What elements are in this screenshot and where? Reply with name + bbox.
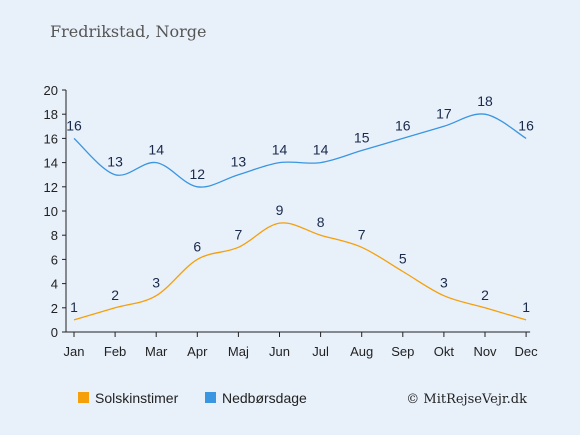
data-label-nedborsdage: 15 [354, 130, 370, 146]
x-tick-label: Feb [104, 344, 126, 359]
chart-title: Fredrikstad, Norge [50, 22, 207, 41]
data-label-solskinstimer: 5 [399, 251, 407, 267]
x-tick-label: Apr [187, 344, 208, 359]
data-label-solskinstimer: 6 [193, 238, 201, 254]
x-tick-label: Jun [269, 344, 290, 359]
x-tick-label: Jul [312, 344, 329, 359]
data-label-solskinstimer: 7 [358, 226, 366, 242]
data-label-nedborsdage: 13 [107, 154, 123, 170]
data-label-solskinstimer: 2 [111, 287, 119, 303]
y-tick-label: 6 [51, 252, 58, 267]
x-tick-label: Dec [515, 344, 539, 359]
credit-text: © MitRejseVejr.dk [406, 392, 527, 407]
y-tick-label: 4 [51, 277, 58, 292]
data-label-solskinstimer: 3 [440, 275, 448, 291]
x-tick-label: Aug [350, 344, 373, 359]
x-tick-label: Okt [434, 344, 455, 359]
data-label-nedborsdage: 18 [477, 93, 493, 109]
data-label-nedborsdage: 16 [66, 117, 82, 133]
x-tick-label: Mar [145, 344, 168, 359]
data-label-nedborsdage: 13 [231, 154, 247, 170]
data-label-solskinstimer: 2 [481, 287, 489, 303]
x-tick-label: Jan [64, 344, 85, 359]
x-tick-label: Maj [228, 344, 249, 359]
y-tick-label: 14 [44, 156, 58, 171]
data-label-solskinstimer: 9 [276, 202, 284, 218]
series-line-solskinstimer [73, 222, 527, 321]
y-tick-label: 8 [51, 228, 58, 243]
data-label-nedborsdage: 16 [395, 117, 411, 133]
x-tick-label: Nov [473, 344, 497, 359]
data-label-nedborsdage: 14 [148, 142, 164, 158]
y-tick-label: 20 [44, 83, 58, 98]
legend-label-solskinstimer: Solskinstimer [95, 390, 179, 406]
y-tick-label: 10 [44, 204, 58, 219]
data-label-solskinstimer: 3 [152, 275, 160, 291]
legend-swatch-solskinstimer [78, 392, 89, 403]
data-label-nedborsdage: 14 [272, 142, 288, 158]
data-label-solskinstimer: 7 [235, 226, 243, 242]
y-tick-label: 12 [44, 180, 58, 195]
data-label-nedborsdage: 14 [313, 142, 329, 158]
y-tick-label: 0 [51, 325, 58, 340]
series-line-nedborsdage [73, 113, 527, 188]
data-label-nedborsdage: 12 [190, 166, 206, 182]
data-label-nedborsdage: 16 [518, 117, 534, 133]
x-tick-label: Sep [391, 344, 414, 359]
data-label-solskinstimer: 1 [522, 299, 530, 315]
y-tick-label: 2 [51, 301, 58, 316]
data-label-solskinstimer: 8 [317, 214, 325, 230]
legend-swatch-nedborsdage [205, 392, 216, 403]
data-label-solskinstimer: 1 [70, 299, 78, 315]
y-tick-label: 18 [44, 107, 58, 122]
data-label-nedborsdage: 17 [436, 105, 452, 121]
legend-label-nedborsdage: Nedbørsdage [222, 390, 307, 406]
y-tick-label: 16 [44, 131, 58, 146]
